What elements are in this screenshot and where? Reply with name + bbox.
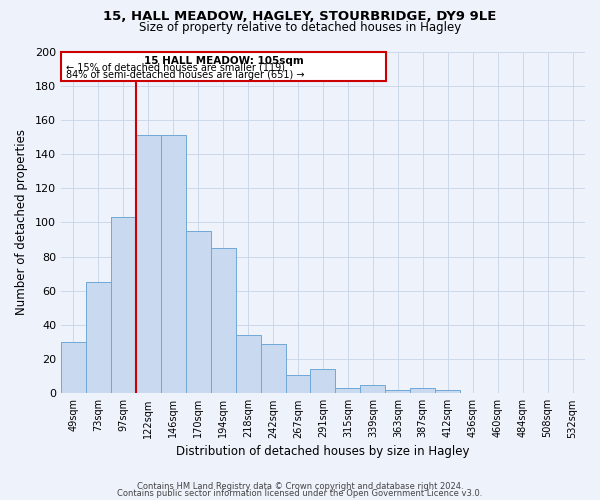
Bar	[236, 335, 260, 394]
Bar	[260, 344, 286, 394]
Text: 15 HALL MEADOW: 105sqm: 15 HALL MEADOW: 105sqm	[144, 56, 304, 66]
Bar	[410, 388, 435, 394]
Bar	[335, 388, 361, 394]
Text: Contains HM Land Registry data © Crown copyright and database right 2024.: Contains HM Land Registry data © Crown c…	[137, 482, 463, 491]
Bar	[161, 135, 186, 394]
Bar	[111, 218, 136, 394]
Bar	[435, 390, 460, 394]
Bar	[186, 231, 211, 394]
Bar	[310, 370, 335, 394]
FancyBboxPatch shape	[61, 52, 386, 80]
X-axis label: Distribution of detached houses by size in Hagley: Distribution of detached houses by size …	[176, 444, 470, 458]
Bar	[86, 282, 111, 394]
Text: Size of property relative to detached houses in Hagley: Size of property relative to detached ho…	[139, 21, 461, 34]
Text: 84% of semi-detached houses are larger (651) →: 84% of semi-detached houses are larger (…	[67, 70, 305, 81]
Bar	[211, 248, 236, 394]
Y-axis label: Number of detached properties: Number of detached properties	[15, 130, 28, 316]
Bar	[361, 385, 385, 394]
Bar	[286, 374, 310, 394]
Bar	[385, 390, 410, 394]
Text: ← 15% of detached houses are smaller (119): ← 15% of detached houses are smaller (11…	[67, 62, 286, 72]
Bar	[136, 135, 161, 394]
Text: Contains public sector information licensed under the Open Government Licence v3: Contains public sector information licen…	[118, 489, 482, 498]
Text: 15, HALL MEADOW, HAGLEY, STOURBRIDGE, DY9 9LE: 15, HALL MEADOW, HAGLEY, STOURBRIDGE, DY…	[103, 10, 497, 23]
Bar	[61, 342, 86, 394]
